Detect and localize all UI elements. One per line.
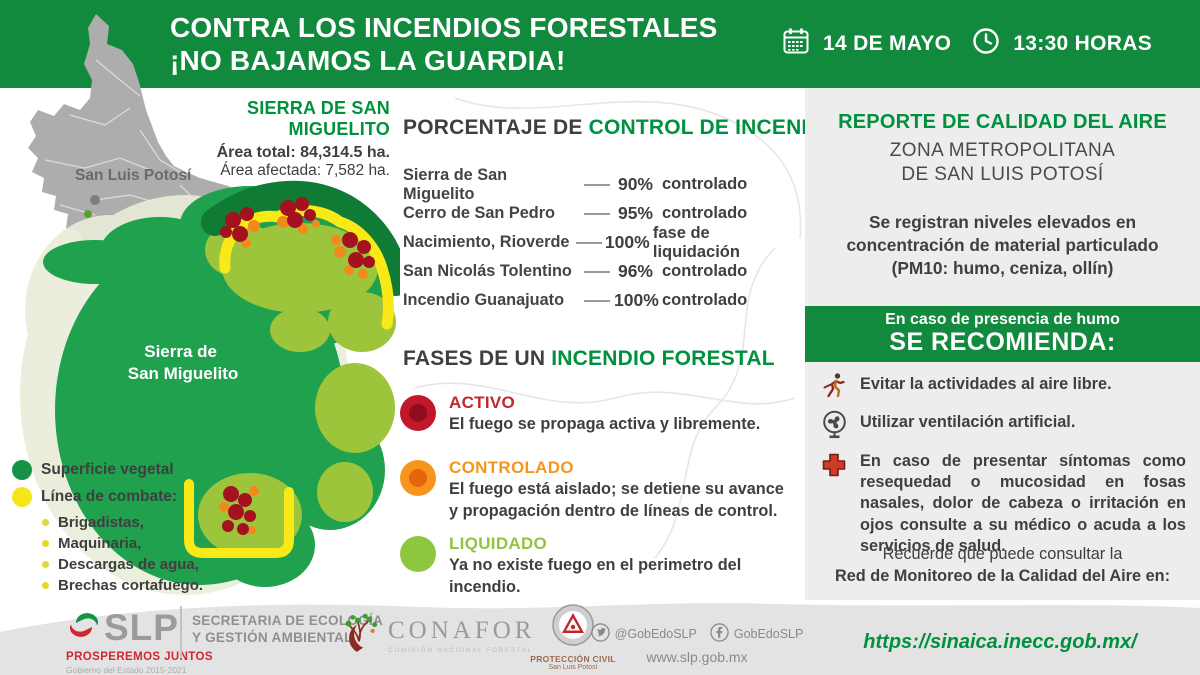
leader-dash	[580, 299, 614, 302]
legend-item: Descargas de agua,	[42, 556, 242, 573]
twitter-handle[interactable]: @GobEdoSLP	[614, 627, 697, 641]
table-row: Sierra de San Miguelito 90% controlado	[403, 165, 748, 203]
combat-label: Línea de combate:	[41, 488, 178, 505]
leader-dash	[580, 183, 614, 186]
bullet-icon	[42, 582, 49, 589]
vegetation-label: Superficie vegetal	[41, 461, 174, 478]
controlled-fire-icon	[400, 460, 436, 496]
phase-item-controlled: CONTROLADO El fuego está aislado; se det…	[400, 458, 790, 522]
datetime-group: 14 DE MAYO 13:30 HORAS	[782, 0, 1152, 88]
conafor-logo: CONAFOR COMISIÓN NACIONAL FORESTAL	[338, 610, 535, 661]
monitoring-note: Recuerde que puede consultar la Red de M…	[834, 545, 1171, 585]
air-alert-text: Se registran niveles elevados en concent…	[846, 211, 1159, 279]
leader-dash	[580, 212, 614, 215]
header-banner: CONTRA LOS INCENDIOS FORESTALES ¡NO BAJA…	[0, 0, 1200, 88]
slp-logo: SLP PROSPEREMOS JUNTOS Gobierno del Esta…	[66, 606, 213, 675]
air-quality-url[interactable]: https://sinaica.inecc.gob.mx/	[863, 631, 1137, 653]
medical-cross-icon	[818, 451, 850, 557]
leader-dash	[580, 270, 614, 273]
twitter-icon[interactable]	[590, 623, 610, 645]
time-label: 13:30 HORAS	[1013, 32, 1152, 55]
control-section-heading: PORCENTAJE DE CONTROL DE INCENDIOS	[403, 116, 854, 139]
list-item: En caso de presentar síntomas como reseq…	[818, 451, 1190, 557]
slp-tagline: PROSPEREMOS JUNTOS	[66, 651, 213, 663]
bullet-icon	[42, 540, 49, 547]
extinguished-fire-icon	[400, 536, 436, 572]
list-item: Evitar la actividades al aire libre.	[818, 371, 1190, 398]
table-row: Incendio Guanajuato 100% controlado	[403, 290, 748, 310]
recommendation-banner: En caso de presencia de humo SE RECOMIEN…	[805, 306, 1200, 363]
table-row: San Nicolás Tolentino 96% controlado	[403, 261, 748, 281]
air-report-subtitle: ZONA METROPOLITANA DE SAN LUIS POTOSÍ	[889, 140, 1116, 185]
footer: SLP PROSPEREMOS JUNTOS Gobierno del Esta…	[0, 598, 1200, 675]
social-links: @GobEdoSLP GobEdoSLP www.slp.gob.mx	[590, 623, 803, 665]
bullet-icon	[42, 561, 49, 568]
facebook-handle[interactable]: GobEdoSLP	[733, 627, 804, 641]
slp-swoosh-icon	[66, 606, 102, 649]
conafor-tree-icon	[338, 610, 380, 661]
page-title-line2: ¡NO BAJAMOS LA GUARDIA!	[170, 45, 566, 77]
legend-item: Brigadistas,	[42, 514, 242, 531]
air-quality-panel: REPORTE DE CALIDAD DEL AIRE ZONA METROPO…	[805, 88, 1200, 600]
list-item: Utilizar ventilación artificial.	[818, 409, 1190, 440]
map-legend: Superficie vegetal Línea de combate: Bri…	[12, 460, 242, 598]
bullet-icon	[42, 519, 49, 526]
phases-section-heading: FASES DE UN INCENDIO FORESTAL	[403, 347, 775, 370]
area-total: Área total: 84,314.5 ha.	[216, 144, 390, 161]
vegetation-swatch-icon	[12, 460, 32, 480]
recommendation-list: Evitar la actividades al aire libre. Uti…	[818, 371, 1190, 568]
fire-control-table: Sierra de San Miguelito 90% controlado C…	[403, 165, 795, 315]
sierra-stats: SIERRA DE SAN MIGUELITO Área total: 84,3…	[160, 98, 390, 180]
area-affected: Área afectada: 7,582 ha.	[220, 162, 390, 179]
fire-hotspots	[219, 197, 375, 535]
conafor-wordmark: CONAFOR	[388, 616, 536, 644]
calendar-icon	[782, 27, 810, 61]
leader-dash	[572, 241, 605, 244]
fan-icon	[818, 409, 850, 440]
background-watermark	[414, 97, 802, 559]
page-title: CONTRA LOS INCENDIOS FORESTALES ¡NO BAJA…	[170, 11, 718, 77]
secretaria-label: SECRETARIA DE ECOLOGÍA Y GESTIÓN AMBIENT…	[192, 613, 384, 645]
sierra-map-label: Sierra de San Miguelito	[128, 342, 239, 383]
page-title-line1: CONTRA LOS INCENDIOS FORESTALES	[170, 12, 718, 43]
conafor-subtext: COMISIÓN NACIONAL FORESTAL	[388, 646, 533, 654]
air-report-title: REPORTE DE CALIDAD DEL AIRE	[838, 111, 1167, 133]
slp-wordmark: SLP	[104, 607, 179, 648]
proteccion-civil-logo: PROTECCIÓN CIVIL San Luis Potosí	[528, 603, 618, 671]
slp-subtext: Gobierno del Estado 2015-2021	[66, 665, 187, 675]
date-label: 14 DE MAYO	[823, 32, 952, 55]
facebook-icon[interactable]	[710, 623, 729, 645]
website-link[interactable]: www.slp.gob.mx	[646, 649, 748, 665]
proteccion-civil-seal-icon	[551, 604, 595, 651]
footer-wave	[0, 603, 1200, 675]
combat-line-swatch-icon	[12, 487, 32, 507]
legend-item: Maquinaria,	[42, 535, 242, 552]
clock-icon	[972, 27, 1000, 61]
phase-item-active: ACTIVO El fuego se propaga activa y libr…	[400, 393, 790, 436]
divider	[180, 606, 182, 658]
phase-item-extinguished: LIQUIDADO Ya no existe fuego en el perim…	[400, 534, 790, 598]
legend-item: Brechas cortafuego.	[42, 577, 242, 594]
table-row: Cerro de San Pedro 95% controlado	[403, 203, 748, 223]
sierra-title: SIERRA DE SAN MIGUELITO	[247, 98, 390, 139]
runner-icon	[818, 371, 850, 398]
table-row: Nacimiento, Rioverde 100% fase de liquid…	[403, 223, 740, 261]
active-fire-icon	[400, 395, 436, 431]
